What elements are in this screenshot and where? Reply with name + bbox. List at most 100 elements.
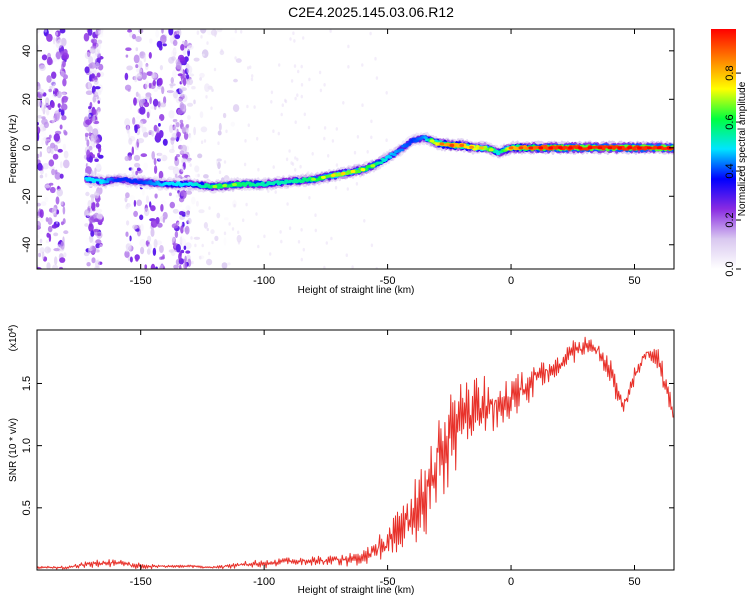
spectrogram-noise-cell (183, 245, 187, 250)
spectrogram-noise-cell (170, 77, 174, 84)
spectrogram-noise-cell (41, 251, 45, 260)
spectrogram-noise-cell (187, 217, 192, 225)
spectrogram-noise-cell (84, 132, 89, 137)
spectrogram-noise-cell (61, 95, 68, 103)
spectrogram-noise-cell (94, 30, 100, 35)
spectrogram-noise-cell (178, 149, 186, 154)
spectrogram-peak-cell (587, 146, 593, 150)
spectrogram-noise-cell (247, 123, 250, 127)
spectrogram-noise-cell (46, 56, 53, 66)
spectrogram-noise-cell (173, 264, 179, 269)
spectrogram-noise-cell (140, 153, 148, 158)
spectrogram-noise-cell (186, 65, 193, 74)
spectrogram-noise-cell (89, 47, 95, 53)
spectrogram-noise-cell (179, 236, 183, 246)
spectrogram-noise-cell (88, 132, 92, 137)
spectrogram-noise-cell (191, 86, 196, 90)
spectrogram-noise-cell (90, 216, 94, 221)
spectrogram-noise-cell (155, 118, 161, 122)
spectrogram-peak-cell (321, 175, 326, 179)
spectrogram-peak-cell (567, 146, 573, 150)
spectrogram-noise-cell (270, 100, 273, 104)
spectrogram-noise-cell (56, 188, 63, 197)
spectrogram-noise-cell (152, 98, 159, 107)
spectrogram-noise-cell (135, 64, 139, 69)
spectrogram-noise-cell (235, 58, 242, 63)
spectrogram-noise-cell (243, 162, 247, 167)
spectrogram-noise-cell (342, 101, 345, 105)
spectrogram-noise-cell (277, 131, 280, 136)
spectrogram-noise-cell (44, 104, 47, 109)
spectrogram-noise-cell (255, 212, 258, 216)
spectrogram-noise-cell (168, 249, 175, 253)
spectrogram-noise-cell (334, 185, 338, 190)
spectrogram-peak-cell (311, 177, 316, 181)
spectrogram-noise-cell (57, 148, 63, 153)
spectrogram-noise-cell (135, 170, 138, 176)
spectrogram-noise-cell (126, 124, 130, 134)
spectrogram-noise-cell (214, 235, 219, 241)
spectrogram-ridge-cell (387, 155, 393, 159)
spectrogram-noise-cell (353, 150, 357, 155)
spectrogram-noise-cell (51, 117, 56, 124)
spectrogram-noise-cell (92, 240, 96, 245)
spectrogram-noise-cell (186, 244, 189, 252)
spectrogram-noise-cell (168, 110, 175, 119)
spectrogram-noise-cell (181, 157, 187, 164)
spectrogram-noise-cell (292, 31, 295, 35)
spectrogram-x-tick-label: -100 (253, 275, 275, 287)
spectrogram-noise-cell (37, 115, 42, 119)
spectrogram-noise-cell (37, 220, 41, 229)
spectrogram-noise-cell (307, 125, 311, 130)
spectrogram-noise-cell (300, 257, 303, 262)
spectrogram-noise-cell (94, 158, 99, 162)
spectrogram-ridge-cell (104, 180, 110, 184)
spectrogram-noise-cell (86, 210, 90, 217)
spectrogram-noise-cell (88, 223, 94, 232)
colorbar-tick-label: 0.4 (724, 163, 736, 178)
spectrogram-noise-cell (135, 68, 143, 73)
spectrogram-noise-cell (61, 92, 66, 96)
spectrogram-noise-cell (157, 152, 163, 161)
spectrogram-noise-cell (281, 103, 284, 107)
spectrogram-noise-cell (52, 264, 58, 269)
spectrogram-noise-cell (83, 32, 90, 42)
spectrogram-noise-cell (152, 79, 156, 86)
snr-x-axis-label: Height of straight line (km) (298, 585, 415, 596)
spectrogram-noise-cell (351, 265, 354, 269)
spectrogram-noise-cell (85, 191, 90, 197)
spectrogram-noise-cell (204, 83, 210, 92)
spectrogram-noise-cell (51, 101, 55, 109)
spectrogram-noise-cell (201, 243, 204, 248)
spectrogram-noise-cell (93, 218, 100, 223)
snr-x-ticks: -150 -100 -50 0 50 (130, 330, 641, 588)
spectrogram-noise-cell (217, 141, 220, 145)
spectrogram-noise-cell (250, 77, 254, 82)
spectrogram-noise-cell (160, 102, 167, 108)
spectrogram-noise-cell (59, 29, 66, 34)
spectrogram-noise-cell (291, 162, 295, 166)
spectrogram-noise-cell (191, 260, 194, 265)
spectrogram-noise-cell (193, 236, 201, 240)
spectrogram-noise-cell (92, 114, 96, 123)
spectrogram-noise-cell (181, 87, 187, 91)
spectrogram-noise-cell (96, 49, 101, 53)
spectrogram-noise-cell (44, 29, 47, 33)
spectrogram-noise-cell (201, 49, 209, 58)
spectrogram-noise-cell (231, 227, 235, 231)
spectrogram-noise-cell (58, 266, 64, 269)
spectrogram-noise-cell (180, 225, 184, 234)
spectrogram-noise-cell (140, 246, 145, 255)
spectrogram-noise-cell (302, 247, 305, 252)
spectrogram-noise-cell (63, 48, 68, 56)
spectrogram-peak-cell (479, 146, 484, 150)
spectrogram-noise-cell (308, 77, 311, 82)
spectrogram-peak-cell (222, 184, 228, 188)
spectrogram-noise-cell (176, 131, 182, 138)
spectrogram-noise-cell (234, 29, 237, 34)
spectrogram-noise-cell (182, 77, 187, 87)
spectrogram-noise-cell (37, 99, 42, 107)
spectrogram-noise-cell (96, 208, 103, 213)
spectrogram-peak-cell (449, 143, 455, 147)
spectrogram-noise-cell (63, 150, 69, 159)
